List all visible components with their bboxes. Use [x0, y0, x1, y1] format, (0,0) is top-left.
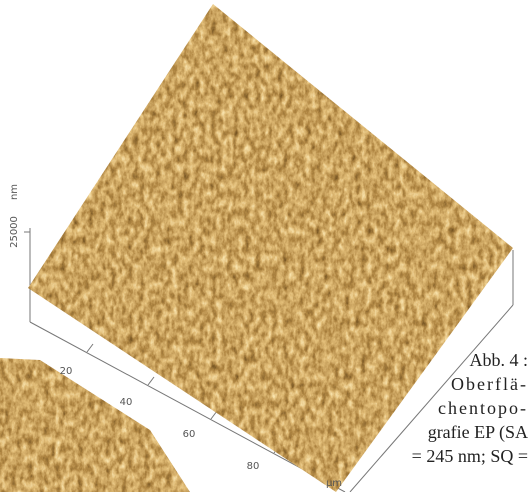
- caption-line: Oberflä-: [451, 374, 528, 394]
- x-tick: [148, 377, 154, 385]
- caption-line: chentopo-: [438, 398, 528, 418]
- caption-line: = 245 nm; SQ =: [412, 446, 528, 466]
- x-tick-label: 80: [247, 461, 260, 472]
- page: nm 25000 20 40 60 80 µm Abb. 4 : Oberflä…: [0, 0, 531, 492]
- caption-line: Abb. 4 :: [470, 350, 529, 370]
- z-unit: nm: [9, 184, 20, 200]
- x-tick-label: 40: [120, 397, 133, 408]
- x-tick: [87, 344, 93, 352]
- afm-surface-2: [0, 358, 190, 492]
- caption-line: grafie EP (SA: [428, 422, 528, 443]
- figure: nm 25000 20 40 60 80 µm Abb. 4 : Oberflä…: [0, 0, 531, 492]
- z-tick-label: 25000: [9, 216, 20, 248]
- x-tick-label: 20: [60, 366, 73, 377]
- x-tick-label: 60: [183, 429, 196, 440]
- x-unit: µm: [326, 478, 342, 489]
